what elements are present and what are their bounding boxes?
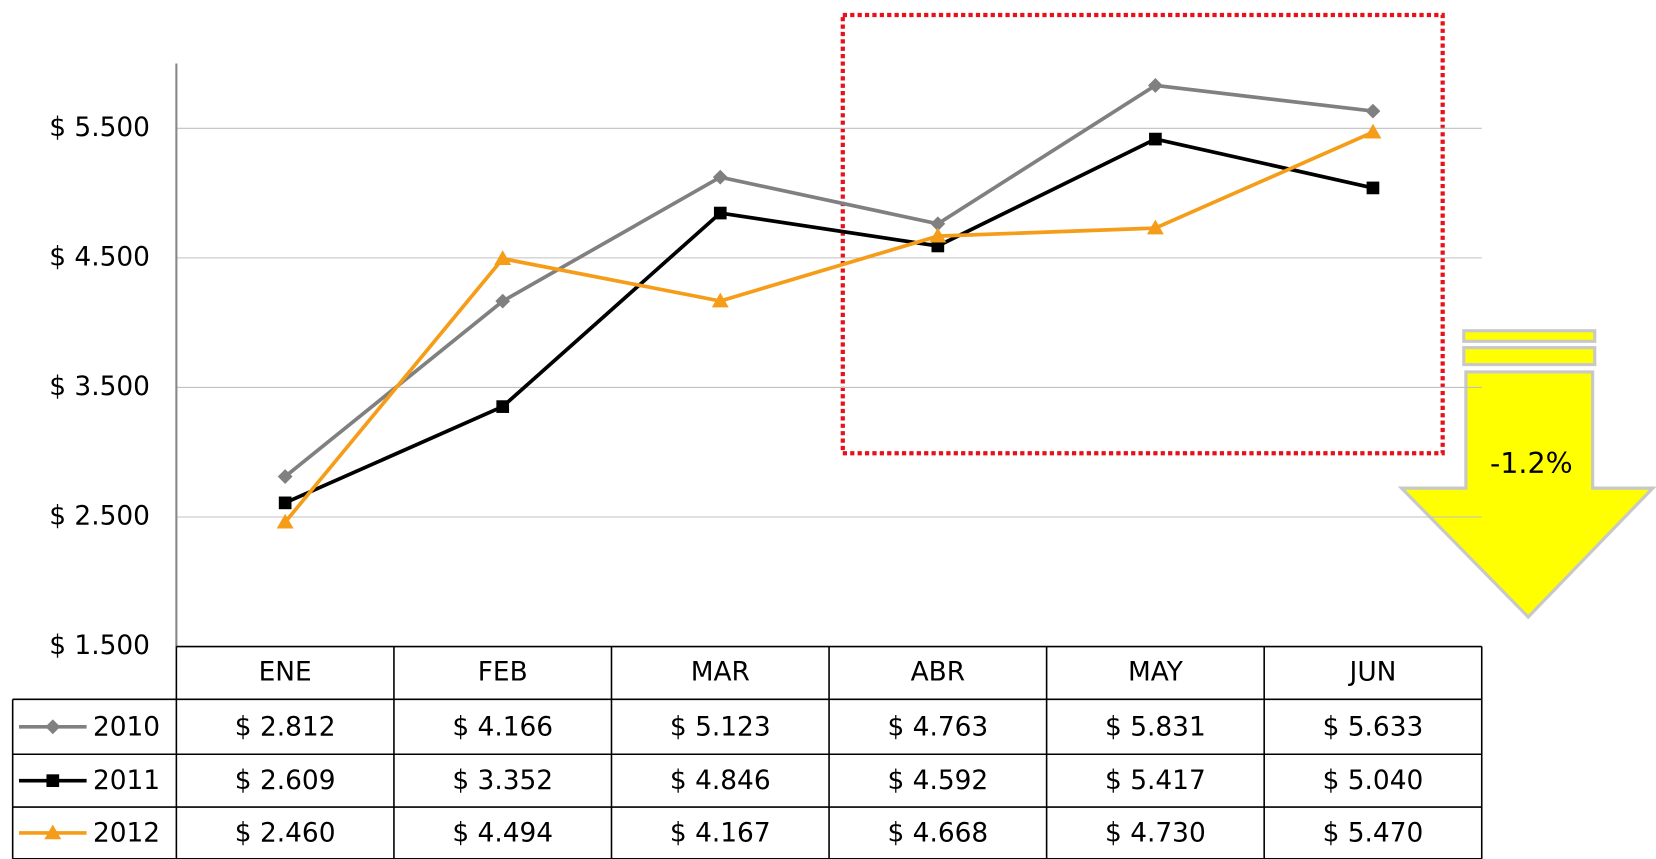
data-label: $ 2.460 bbox=[235, 817, 336, 848]
data-label: $ 2.812 bbox=[235, 711, 336, 742]
marker bbox=[1364, 123, 1382, 139]
data-label: $ 4.494 bbox=[452, 817, 553, 848]
y-tick-label: $ 2.500 bbox=[49, 500, 150, 531]
legend-label: 2010 bbox=[93, 711, 160, 742]
y-tick-label: $ 4.500 bbox=[49, 241, 150, 272]
data-label: $ 5.831 bbox=[1105, 711, 1206, 742]
highlight-box bbox=[840, 12, 1445, 456]
y-tick-label: $ 3.500 bbox=[49, 371, 150, 402]
legend-label: 2011 bbox=[93, 765, 160, 796]
series-line bbox=[283, 130, 1374, 524]
marker bbox=[712, 169, 728, 185]
annotation: -1.2% bbox=[1490, 447, 1573, 480]
y-tick-label: $ 5.500 bbox=[49, 112, 150, 143]
data-label: $ 5.123 bbox=[670, 711, 771, 742]
data-label: $ 4.730 bbox=[1105, 817, 1206, 848]
marker bbox=[494, 250, 512, 265]
marker bbox=[1148, 78, 1163, 93]
data-label: $ 4.846 bbox=[670, 765, 771, 796]
marker bbox=[44, 824, 62, 840]
data-label: $ 5.633 bbox=[1323, 711, 1424, 742]
marker bbox=[929, 227, 947, 243]
marker bbox=[45, 719, 61, 735]
data-label: $ 5.040 bbox=[1323, 765, 1424, 796]
marker bbox=[931, 239, 945, 253]
data-label: $ 4.668 bbox=[887, 817, 988, 848]
x-tick-label: ENE bbox=[259, 656, 312, 687]
x-tick-label: FEB bbox=[478, 656, 528, 687]
data-label: $ 4.592 bbox=[887, 765, 988, 796]
marker bbox=[711, 292, 729, 308]
data-label: $ 5.417 bbox=[1105, 765, 1206, 796]
marker bbox=[46, 774, 60, 787]
legend-label: 2012 bbox=[93, 817, 160, 848]
y-tick-label: $ 1.500 bbox=[49, 630, 150, 661]
marker bbox=[713, 206, 727, 220]
data-label: $ 2.609 bbox=[235, 765, 336, 796]
x-tick-label: JUN bbox=[1348, 656, 1397, 687]
data-label: $ 4.166 bbox=[452, 711, 553, 742]
series-line bbox=[284, 137, 1374, 505]
marker bbox=[496, 400, 510, 413]
marker bbox=[1146, 219, 1164, 235]
marker bbox=[1365, 103, 1381, 119]
series-line bbox=[283, 83, 1374, 479]
data-label: $ 4.763 bbox=[887, 711, 988, 742]
marker bbox=[1149, 132, 1162, 146]
data-label: $ 3.352 bbox=[452, 765, 553, 796]
x-tick-label: MAY bbox=[1128, 656, 1184, 687]
data-label: $ 5.470 bbox=[1323, 817, 1424, 848]
marker bbox=[278, 496, 292, 510]
x-tick-label: MAR bbox=[691, 656, 750, 687]
x-tick-label: ABR bbox=[911, 656, 966, 687]
marker bbox=[1366, 181, 1380, 195]
marker bbox=[495, 293, 511, 309]
data-label: $ 4.167 bbox=[670, 817, 771, 848]
down-arrow bbox=[1397, 329, 1656, 620]
marker bbox=[276, 513, 294, 529]
